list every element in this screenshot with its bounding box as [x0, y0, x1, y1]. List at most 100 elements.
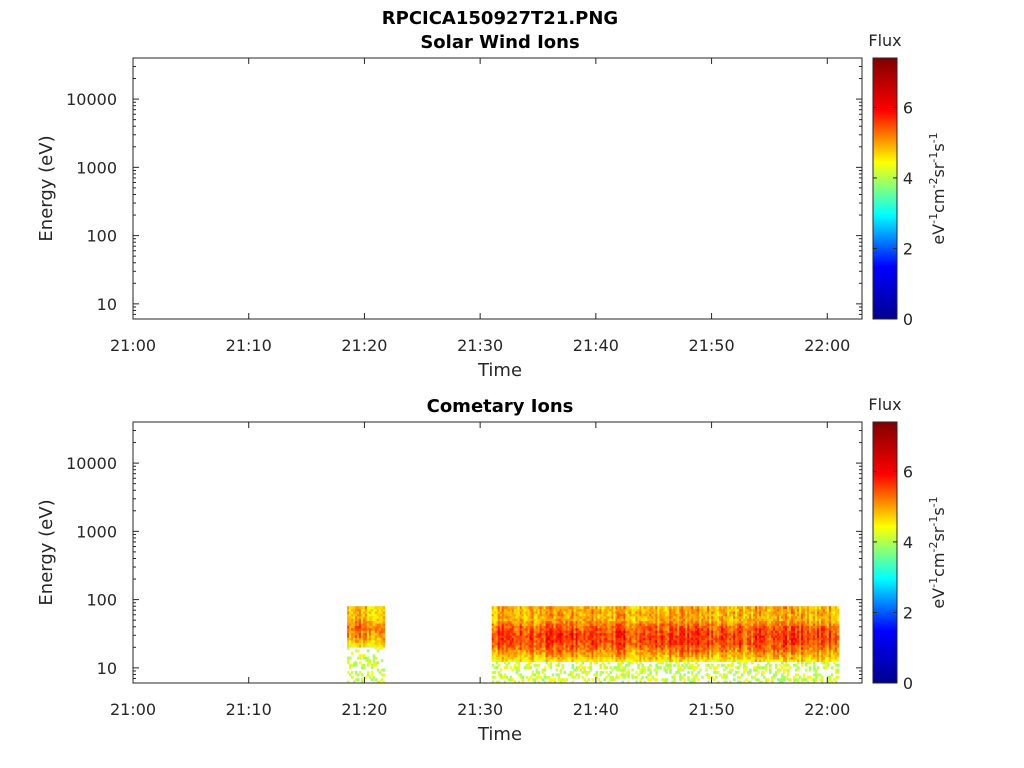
heatmap-cell	[810, 613, 814, 617]
heatmap-cell	[767, 659, 770, 662]
heatmap-cell	[623, 642, 626, 646]
heatmap-cell	[593, 635, 596, 638]
heatmap-cell	[777, 613, 780, 617]
heatmap-cell	[691, 608, 694, 612]
heatmap-cell	[553, 615, 557, 619]
heatmap-cell	[806, 659, 810, 662]
heatmap-cell	[609, 659, 612, 662]
heatmap-cell	[533, 642, 537, 646]
heatmap-cell	[814, 627, 818, 631]
heatmap-cell	[571, 630, 575, 634]
heatmap-cell	[727, 623, 730, 626]
heatmap-cell	[798, 675, 802, 679]
heatmap-cell	[603, 651, 606, 655]
heatmap-cell	[679, 615, 682, 619]
heatmap-cell	[826, 659, 830, 662]
heatmap-cell	[372, 637, 376, 641]
heatmap-cell	[531, 625, 535, 629]
heatmap-cell	[509, 659, 513, 662]
heatmap-cell	[360, 663, 364, 667]
heatmap-cell	[731, 639, 734, 643]
heatmap-cell	[701, 632, 704, 636]
heatmap-cell	[655, 651, 658, 655]
heatmap-cell	[631, 618, 634, 622]
heatmap-cell	[619, 637, 622, 641]
heatmap-cell	[822, 627, 826, 631]
heatmap-cell	[784, 649, 788, 653]
heatmap-cell	[633, 656, 636, 660]
heatmap-cell	[354, 608, 358, 612]
heatmap-cell	[641, 654, 644, 658]
heatmap-cell	[581, 639, 584, 643]
heatmap-cell	[677, 608, 680, 612]
heatmap-cell	[519, 644, 523, 648]
heatmap-cell	[657, 623, 660, 626]
heatmap-cell	[655, 671, 658, 674]
heatmap-cell	[561, 608, 565, 612]
heatmap-cell	[366, 613, 370, 617]
heatmap-cell	[615, 606, 618, 610]
heatmap-cell	[645, 647, 648, 650]
heatmap-cell	[585, 635, 588, 638]
heatmap-cell	[773, 644, 776, 648]
heatmap-cell	[792, 680, 796, 684]
heatmap-cell	[559, 608, 563, 612]
heatmap-cell	[661, 606, 664, 610]
heatmap-cell	[587, 635, 590, 638]
heatmap-cell	[759, 608, 762, 612]
heatmap-cell	[677, 606, 680, 610]
heatmap-cell	[623, 647, 626, 650]
heatmap-cell	[513, 627, 517, 631]
heatmap-cell	[621, 611, 624, 614]
heatmap-cell	[547, 611, 551, 614]
heatmap-cell	[589, 668, 592, 672]
heatmap-cell	[767, 639, 770, 643]
heatmap-cell	[557, 678, 561, 682]
heatmap-cell	[717, 623, 720, 626]
heatmap-cell	[769, 663, 772, 667]
heatmap-cell	[519, 625, 523, 629]
heatmap-cell	[639, 651, 642, 655]
heatmap-cell	[693, 632, 696, 636]
heatmap-cell	[557, 632, 561, 636]
heatmap-cell	[731, 668, 734, 672]
heatmap-cell	[679, 620, 682, 624]
heatmap-cell	[689, 639, 692, 643]
heatmap-cell	[641, 620, 644, 624]
heatmap-cell	[800, 625, 804, 629]
heatmap-cell	[491, 632, 495, 636]
heatmap-cell	[543, 635, 547, 638]
heatmap-cell	[828, 630, 832, 634]
heatmap-cell	[569, 627, 573, 631]
heatmap-cell	[615, 627, 618, 631]
heatmap-cell	[812, 627, 816, 631]
heatmap-cell	[529, 635, 533, 638]
heatmap-cell	[376, 680, 380, 684]
heatmap-cell	[783, 654, 786, 658]
heatmap-cell	[629, 623, 632, 626]
heatmap-cell	[551, 620, 555, 624]
heatmap-cell	[826, 620, 830, 624]
heatmap-cell	[380, 611, 384, 614]
heatmap-cell	[671, 635, 674, 638]
heatmap-cell	[812, 656, 816, 660]
heatmap-cell	[551, 608, 555, 612]
heatmap-cell	[351, 625, 354, 629]
heatmap-cell	[759, 639, 762, 643]
heatmap-cell	[523, 647, 527, 650]
heatmap-cell	[501, 656, 505, 660]
heatmap-cell	[551, 639, 555, 643]
heatmap-cell	[589, 659, 592, 662]
heatmap-cell	[701, 627, 704, 631]
heatmap-cell	[751, 613, 754, 617]
heatmap-cell	[786, 659, 790, 662]
heatmap-cell	[565, 623, 569, 626]
heatmap-cell	[783, 678, 786, 682]
heatmap-cell	[669, 666, 672, 670]
heatmap-cell	[589, 666, 592, 670]
heatmap-cell	[370, 606, 374, 610]
heatmap-cell	[599, 611, 602, 614]
heatmap-cell	[501, 654, 505, 658]
heatmap-cell	[649, 625, 652, 629]
heatmap-cell	[739, 608, 742, 612]
